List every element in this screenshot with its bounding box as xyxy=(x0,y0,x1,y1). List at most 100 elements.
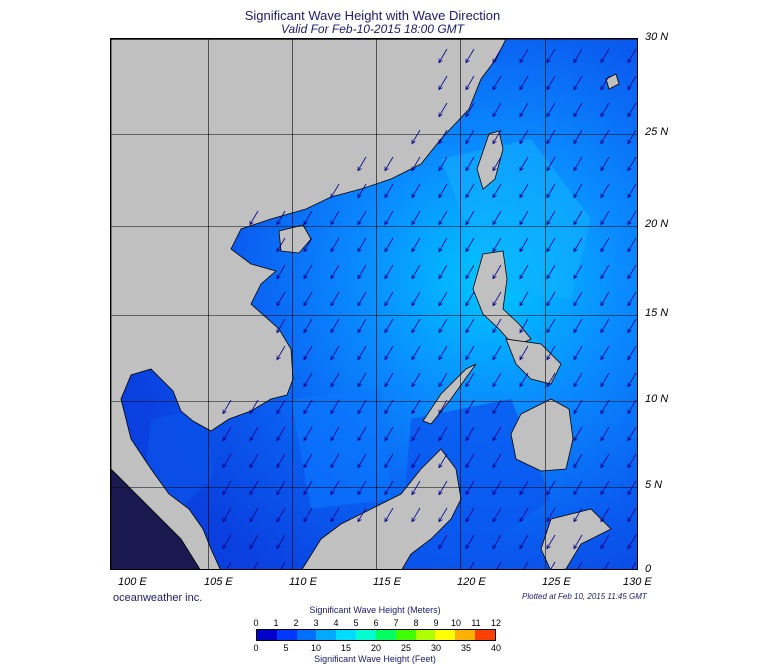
wave-direction-arrow xyxy=(303,507,313,523)
legend-color-segment xyxy=(336,630,357,640)
lat-label-25n: 25 N xyxy=(645,126,669,138)
wave-direction-arrow xyxy=(357,426,367,442)
legend-color-segment xyxy=(395,630,416,640)
wave-direction-arrow xyxy=(249,507,259,523)
wave-direction-arrow xyxy=(411,129,421,145)
lat-label-20n: 20 N xyxy=(645,218,669,230)
wave-direction-arrow xyxy=(627,156,637,172)
wave-direction-arrow xyxy=(492,48,502,64)
wave-direction-arrow xyxy=(600,102,610,118)
wave-direction-arrow xyxy=(330,372,340,388)
legend-color-segment xyxy=(257,630,277,640)
wave-direction-arrow xyxy=(222,534,232,550)
wave-direction-arrow xyxy=(438,129,448,145)
wave-direction-arrow xyxy=(249,453,259,469)
wave-direction-arrow xyxy=(627,75,637,91)
wave-direction-arrow xyxy=(303,372,313,388)
wave-direction-arrow xyxy=(627,129,637,145)
legend-color-segment xyxy=(475,630,495,640)
wave-direction-arrow xyxy=(465,291,475,307)
lon-label-120e: 120 E xyxy=(457,576,486,588)
wave-direction-arrow xyxy=(573,237,583,253)
wave-direction-arrow xyxy=(411,183,421,199)
wave-direction-arrow xyxy=(519,156,529,172)
wave-direction-arrow xyxy=(438,156,448,172)
wave-direction-arrow xyxy=(465,453,475,469)
lon-label-105e: 105 E xyxy=(204,576,233,588)
wave-direction-arrow xyxy=(411,318,421,334)
wave-direction-arrow xyxy=(411,291,421,307)
taiwan-island xyxy=(476,130,504,190)
legend-tick-meters: 11 xyxy=(471,618,481,628)
wave-direction-arrow xyxy=(411,453,421,469)
legend-tick-feet: 5 xyxy=(283,643,289,653)
wave-direction-arrow xyxy=(357,453,367,469)
wave-direction-arrow xyxy=(546,480,556,496)
wave-direction-arrow xyxy=(573,480,583,496)
wave-direction-arrow xyxy=(465,507,475,523)
wave-direction-arrow xyxy=(384,372,394,388)
wave-direction-arrow xyxy=(600,237,610,253)
wave-direction-arrow xyxy=(492,183,502,199)
lat-label-0: 0 xyxy=(645,563,652,575)
legend-color-bar xyxy=(256,629,496,641)
wave-direction-arrow xyxy=(276,399,286,415)
wave-direction-arrow xyxy=(438,345,448,361)
wave-direction-arrow xyxy=(573,156,583,172)
wave-direction-arrow xyxy=(519,75,529,91)
land-masses xyxy=(111,39,620,569)
legend-tick-feet: 30 xyxy=(430,643,442,653)
wave-direction-arrow xyxy=(465,210,475,226)
wave-direction-arrow xyxy=(600,210,610,226)
wave-direction-arrow xyxy=(303,264,313,280)
map-title: Significant Wave Height with Wave Direct… xyxy=(244,8,501,23)
wave-direction-arrow xyxy=(384,183,394,199)
wave-direction-arrow xyxy=(438,291,448,307)
wave-direction-arrow xyxy=(465,237,475,253)
wave-direction-arrow xyxy=(600,75,610,91)
wave-direction-arrow xyxy=(627,291,637,307)
wave-direction-arrow xyxy=(600,507,610,523)
wave-direction-arrow xyxy=(627,453,637,469)
wave-direction-arrow xyxy=(492,453,502,469)
wave-direction-arrow xyxy=(222,453,232,469)
wave-direction-arrow xyxy=(465,264,475,280)
wave-direction-arrow xyxy=(496,561,502,569)
wave-direction-arrow xyxy=(627,426,637,442)
palawan-island xyxy=(422,363,477,425)
wave-direction-arrow xyxy=(411,264,421,280)
map-svg xyxy=(111,39,637,569)
legend-tick-meters: 4 xyxy=(333,618,339,628)
credit-text: oceanweather inc. xyxy=(113,592,203,604)
wave-direction-arrow xyxy=(249,534,259,550)
legend-color-segment xyxy=(316,630,337,640)
legend-tick-meters: 6 xyxy=(373,618,379,628)
legend-tick-feet: 10 xyxy=(310,643,322,653)
wave-direction-arrow xyxy=(330,264,340,280)
wave-direction-arrow xyxy=(357,237,367,253)
wave-direction-arrow xyxy=(303,237,313,253)
wave-direction-arrow xyxy=(357,480,367,496)
wave-direction-arrow xyxy=(280,561,286,569)
wave-direction-arrow xyxy=(249,210,259,226)
wave-direction-arrow xyxy=(546,183,556,199)
wave-direction-arrow xyxy=(600,480,610,496)
wave-direction-arrow xyxy=(600,372,610,388)
wave-direction-arrow xyxy=(465,318,475,334)
wave-direction-arrow xyxy=(465,534,475,550)
legend-tick-meters: 7 xyxy=(393,618,399,628)
wave-direction-arrow xyxy=(573,507,583,523)
wave-direction-arrow xyxy=(573,453,583,469)
wave-direction-arrow xyxy=(492,156,502,172)
wave-direction-arrow xyxy=(550,561,556,569)
wave-direction-arrow xyxy=(384,426,394,442)
hainan-island xyxy=(278,224,312,254)
wave-direction-arrow xyxy=(627,183,637,199)
wave-direction-arrow xyxy=(600,48,610,64)
legend-color-segment xyxy=(415,630,436,640)
wave-direction-arrow xyxy=(627,264,637,280)
wave-direction-arrow xyxy=(438,453,448,469)
wave-direction-arrow xyxy=(492,264,502,280)
wave-direction-arrow xyxy=(276,210,286,226)
wave-direction-arrow xyxy=(627,399,637,415)
